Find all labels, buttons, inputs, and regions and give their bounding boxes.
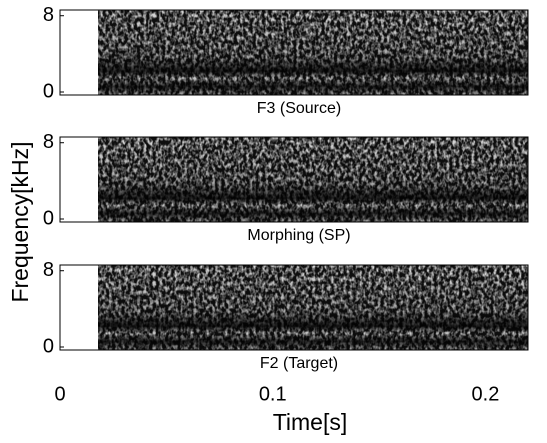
y-tick-label: 8 (43, 259, 54, 281)
panel-frame (59, 264, 529, 351)
x-tick-label: 0 (54, 383, 65, 405)
x-tick-label: 0.2 (472, 383, 500, 405)
panel-title: F3 (Source) (257, 100, 341, 117)
y-tick-label: 8 (43, 131, 54, 153)
y-tick-label: 8 (43, 4, 54, 26)
spectrogram-shade (98, 265, 528, 350)
panel-frame (59, 136, 529, 223)
y-tick-label: 0 (43, 335, 54, 357)
panel-frame (59, 9, 529, 96)
spectrogram-shade (98, 10, 528, 95)
y-tick-label: 0 (43, 80, 54, 102)
x-tick-label: 0.1 (259, 383, 287, 405)
x-axis-label: Time[s] (273, 409, 348, 435)
panel-title: Morphing (SP) (247, 227, 350, 244)
panel-title: F2 (Target) (260, 355, 338, 372)
y-tick-label: 0 (43, 207, 54, 229)
y-axis-label: Frequency[kHz] (7, 141, 33, 302)
spectrogram-shade (98, 137, 528, 222)
